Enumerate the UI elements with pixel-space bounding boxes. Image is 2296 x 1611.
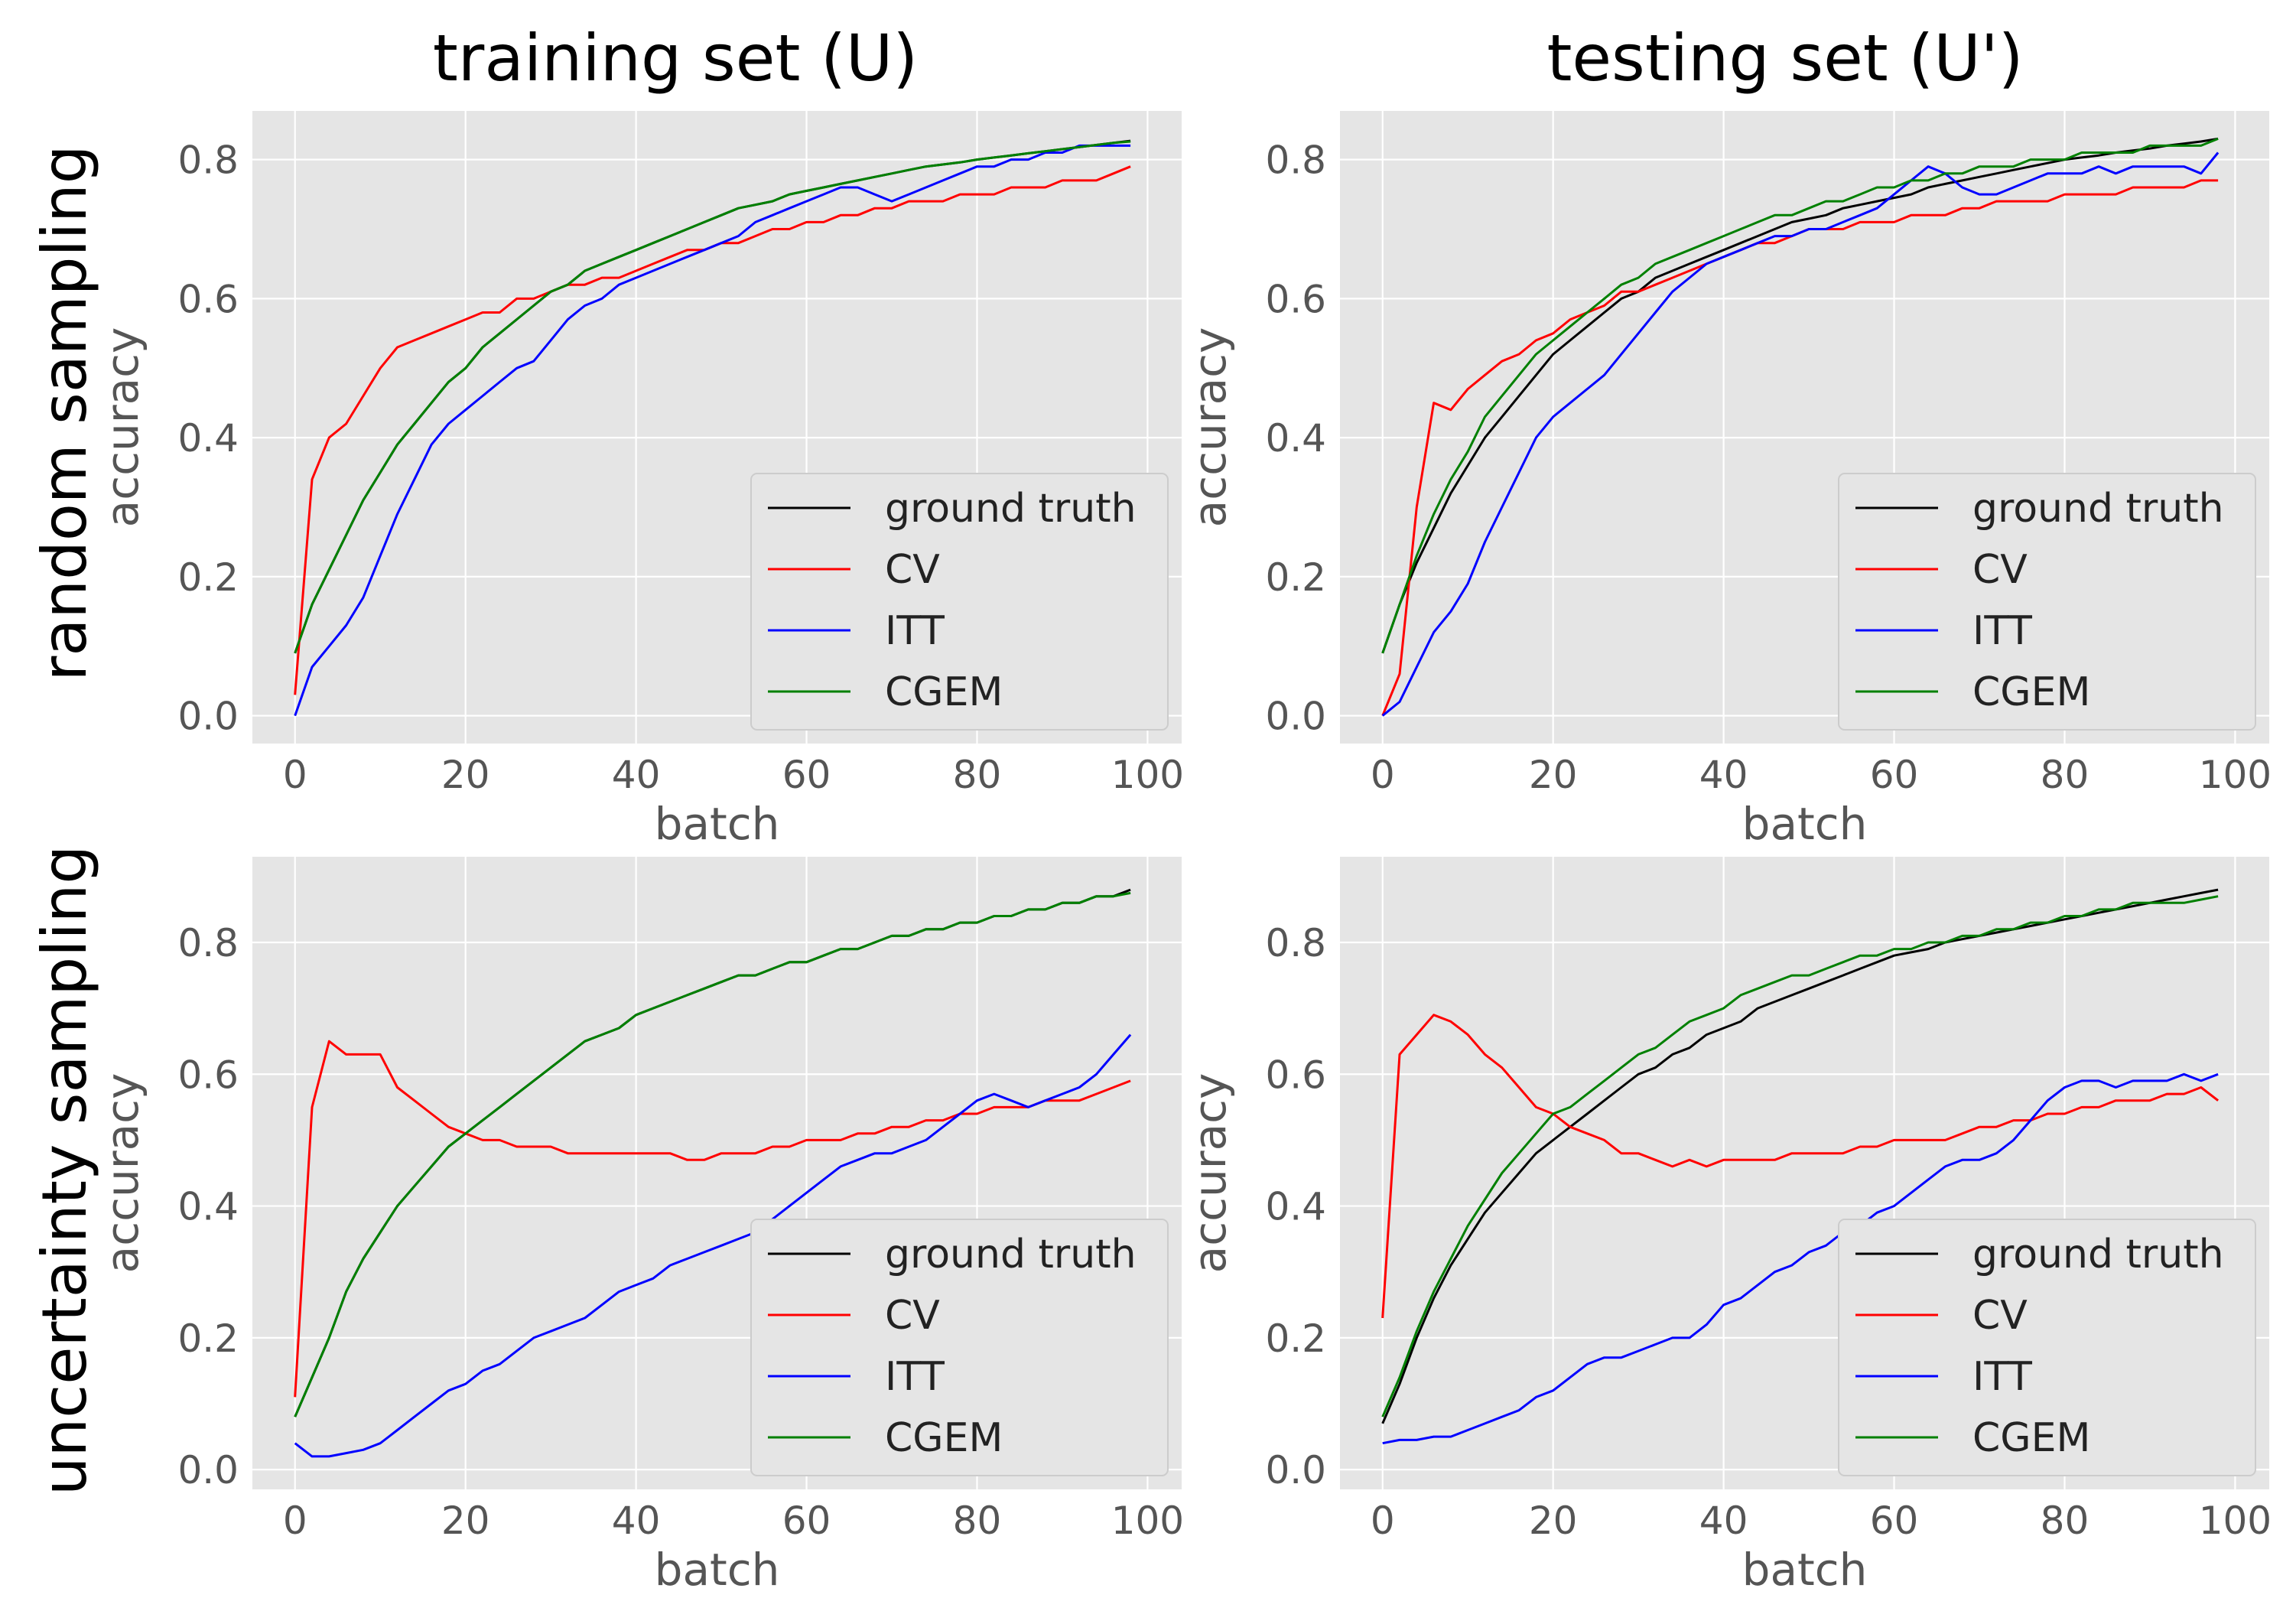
series-line-cgem [294,140,1131,654]
legend-label-itt: ITT [885,608,945,654]
legend-label-itt: ITT [1972,608,2032,654]
series-line-itt [294,144,1131,717]
series-line-itt [1381,151,2220,717]
legend-box [750,1219,1169,1476]
x-axis-label: batch [1742,1544,1868,1596]
x-tick-label: 40 [1699,1499,1748,1543]
x-tick-label: 0 [1371,753,1395,797]
y-tick-label: 0.8 [177,921,239,965]
legend-label-cv: CV [885,547,940,593]
y-tick-label: 0.2 [1265,555,1326,600]
y-tick-label: 0.6 [177,1053,239,1097]
panels-group: 0 20 40 60 80 100 0.0 0.2 0.4 0.6 0.8 batch accuracy… [96,111,2272,1596]
legend-label-cv: CV [1972,547,2028,593]
series-line-itt [294,1033,1132,1458]
legend-label-ground-truth: ground truth [885,486,1137,532]
x-tick-label: 80 [2041,753,2089,797]
x-tick-label: 20 [1529,1499,1578,1543]
legend-label-cv: CV [1972,1293,2028,1339]
x-tick-label: 20 [1529,753,1578,797]
x-axis-label: batch [655,798,780,850]
x-tick-label: 80 [953,1499,1002,1543]
legend-label-cgem: CGEM [885,669,1003,715]
y-axis-label: accuracy [1184,327,1236,528]
x-tick-label: 40 [612,753,661,797]
y-tick-label: 0.0 [1265,695,1326,739]
x-tick-label: 60 [1870,1499,1919,1543]
series-line-cgem [294,891,1131,1417]
y-tick-label: 0.8 [1265,138,1326,183]
legend-label-cgem: CGEM [1972,1415,2090,1461]
x-tick-label: 40 [612,1499,661,1543]
legend-box [1838,473,2256,731]
x-tick-label: 0 [283,753,307,797]
legend: ground truth CV ITT CGEM [750,473,1169,731]
legend: ground truth CV ITT CGEM [750,1219,1169,1476]
x-tick-label: 20 [441,753,490,797]
legend-label-ground-truth: ground truth [1972,1232,2224,1277]
chart-panel-3: 0 20 40 60 80 100 0.0 0.2 0.4 0.6 0.8 batch accuracy… [1184,857,2272,1596]
y-tick-label: 0.8 [177,138,239,183]
y-axis-label: accuracy [96,327,148,528]
chart-panel-1: 0 20 40 60 80 100 0.0 0.2 0.4 0.6 0.8 batch accuracy… [1184,111,2272,850]
x-tick-label: 60 [1870,753,1919,797]
y-tick-label: 0.4 [1265,1185,1326,1229]
x-tick-label: 80 [953,753,1002,797]
chart-panel-0: 0 20 40 60 80 100 0.0 0.2 0.4 0.6 0.8 batch accuracy… [96,111,1184,850]
y-axis-label: accuracy [1184,1073,1236,1274]
y-tick-label: 0.6 [177,277,239,321]
legend-label-cgem: CGEM [885,1415,1003,1461]
column-title-testing: testing set (U') [1546,21,2023,96]
y-tick-label: 0.6 [1265,1053,1326,1097]
y-tick-label: 0.6 [1265,277,1326,321]
legend-label-itt: ITT [1972,1354,2032,1400]
y-tick-label: 0.4 [1265,416,1326,461]
y-tick-label: 0.0 [177,695,239,739]
legend-label-cgem: CGEM [1972,669,2090,715]
legend-label-cv: CV [885,1293,940,1339]
series-line-cgem [1381,138,2219,654]
y-axis-label: accuracy [96,1073,148,1274]
chart-panel-2: 0 20 40 60 80 100 0.0 0.2 0.4 0.6 0.8 batch accuracy… [96,857,1184,1596]
x-axis-label: batch [1742,798,1868,850]
x-tick-label: 100 [2199,1499,2272,1543]
legend-label-itt: ITT [885,1354,945,1400]
legend: ground truth CV ITT CGEM [1838,473,2256,731]
x-tick-label: 80 [2041,1499,2089,1543]
legend-label-ground-truth: ground truth [885,1232,1137,1277]
legend-box [750,473,1169,731]
legend-box [1838,1219,2256,1476]
x-tick-label: 20 [441,1499,490,1543]
x-tick-label: 100 [1111,1499,1184,1543]
y-tick-label: 0.8 [1265,921,1326,965]
y-tick-label: 0.2 [177,555,239,600]
row-title-random-sampling: random sampling [29,145,100,681]
series-line-cv [294,1040,1131,1398]
series-line-cv [1381,1014,2220,1319]
x-tick-label: 100 [1111,753,1184,797]
x-tick-label: 60 [782,753,831,797]
legend-label-ground-truth: ground truth [1972,486,2224,532]
row-title-uncertainty-sampling: uncertainty sampling [29,845,100,1495]
y-tick-label: 0.4 [177,416,239,461]
y-tick-label: 0.0 [1265,1448,1326,1492]
x-tick-label: 0 [283,1499,307,1543]
series-line-cgem [1381,895,2219,1417]
y-tick-label: 0.2 [177,1316,239,1361]
x-tick-label: 0 [1371,1499,1395,1543]
x-tick-label: 100 [2199,753,2272,797]
y-tick-label: 0.4 [177,1185,239,1229]
x-tick-label: 40 [1699,753,1748,797]
series-line-itt [1382,1072,2219,1445]
series-line-ground-truth [1381,137,2219,654]
column-title-training: training set (U) [433,21,918,96]
x-tick-label: 60 [782,1499,831,1543]
y-tick-label: 0.2 [1265,1316,1326,1361]
legend: ground truth CV ITT CGEM [1838,1219,2256,1476]
x-axis-label: batch [655,1544,780,1596]
y-tick-label: 0.0 [177,1448,239,1492]
